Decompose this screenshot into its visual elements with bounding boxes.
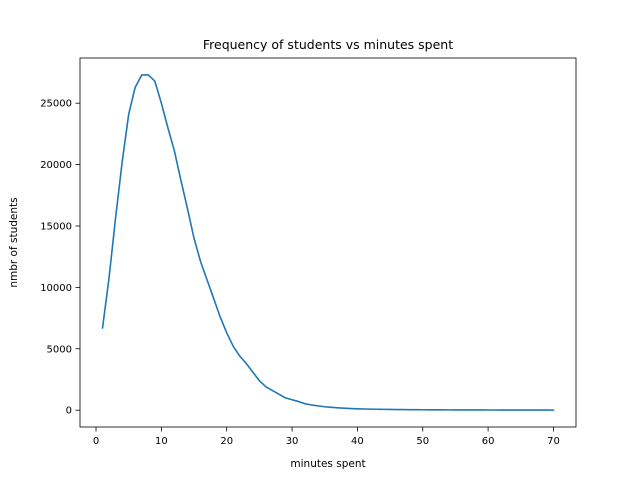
y-axis-ticks: 0 5000 10000 15000 20000 25000 [40, 99, 80, 417]
y-tick-label: 25000 [40, 99, 72, 110]
x-tick-label: 60 [482, 436, 495, 447]
chart-title: Frequency of students vs minutes spent [203, 37, 453, 52]
x-tick-label: 70 [547, 436, 560, 447]
x-axis-label: minutes spent [290, 458, 365, 470]
x-tick-label: 10 [155, 436, 168, 447]
x-tick-label: 20 [220, 436, 233, 447]
y-tick-label: 10000 [40, 283, 72, 294]
plot-frame [79, 57, 577, 428]
y-axis-label: nmbr of students [8, 197, 20, 287]
series-line [101, 74, 555, 411]
x-tick-label: 0 [93, 436, 99, 447]
y-tick-label: 5000 [47, 344, 72, 355]
x-axis-ticks: 0 10 20 30 40 50 60 70 [93, 427, 560, 447]
x-tick-label: 40 [351, 436, 364, 447]
y-tick-label: 0 [66, 406, 72, 417]
x-tick-label: 50 [416, 436, 429, 447]
x-tick-label: 30 [286, 436, 299, 447]
y-tick-label: 20000 [40, 160, 72, 171]
y-tick-label: 15000 [40, 221, 72, 232]
